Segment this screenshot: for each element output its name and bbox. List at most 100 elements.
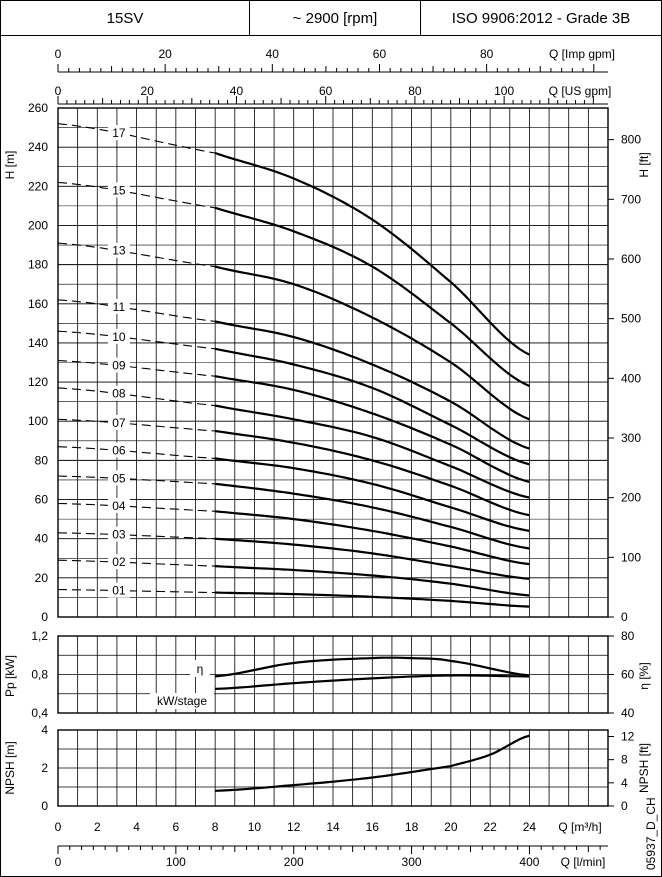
stage-label-05: 05 xyxy=(112,471,126,485)
h-ft-tick-label: 400 xyxy=(621,371,641,385)
curve-dashed-07 xyxy=(57,418,216,432)
stage-label-bg xyxy=(107,385,130,401)
q-lmin-axis-label: Q [l/min] xyxy=(561,855,606,869)
stage-label-07: 07 xyxy=(112,416,126,430)
stage-label-11: 11 xyxy=(113,300,126,314)
q-m3h-tick-label: 2 xyxy=(94,820,101,834)
stage-label-17: 17 xyxy=(112,126,126,140)
q-us-tick-label: 40 xyxy=(230,84,244,98)
q-m3h-tick-label: 8 xyxy=(212,820,219,834)
curve-09 xyxy=(214,375,530,483)
h-m-tick-label: 20 xyxy=(35,571,49,585)
h-m-tick-label: 0 xyxy=(41,610,48,624)
q-us-tick-label: 100 xyxy=(494,84,514,98)
eta-curve xyxy=(214,656,530,678)
q-m3h-axis-label: Q [m³/h] xyxy=(558,820,601,834)
q-imp-tick-label: 40 xyxy=(266,47,280,61)
curve-01 xyxy=(215,591,530,608)
q-lmin-tick-label: 0 xyxy=(55,855,62,869)
h-ft-tick-label: 800 xyxy=(621,133,641,147)
h-ft-tick-label: 700 xyxy=(621,192,641,206)
curve-17 xyxy=(214,151,530,356)
q-m3h-tick-label: 6 xyxy=(173,820,180,834)
npsh-ft-tick-label: 0 xyxy=(621,799,628,813)
curve-dashed-03 xyxy=(57,532,216,540)
curve-08 xyxy=(214,404,530,499)
stage-label-13: 13 xyxy=(112,244,126,258)
q-us-tick-label: 80 xyxy=(408,84,422,98)
stage-label-bg xyxy=(107,242,130,258)
npsh-m-axis-label: NPSH [m] xyxy=(3,741,17,794)
stage-label-bg xyxy=(107,470,130,486)
stage-label-bg xyxy=(107,125,130,141)
stage-label-bg xyxy=(107,554,130,570)
stage-label-10: 10 xyxy=(112,330,126,344)
curve-02 xyxy=(215,565,530,597)
npsh-ft-tick-label: 8 xyxy=(621,753,628,767)
q-imp-tick-label: 60 xyxy=(373,47,387,61)
stage-label-06: 06 xyxy=(112,443,126,457)
kw-stage-curve xyxy=(215,674,530,690)
drawing-code: 05937_D_CH xyxy=(644,797,658,870)
h-m-tick-label: 220 xyxy=(28,179,48,193)
h-m-tick-label: 100 xyxy=(28,414,48,428)
h-m-tick-label: 240 xyxy=(28,140,48,154)
npsh-ft-axis-label: NPSH [ft] xyxy=(637,743,651,793)
stage-label-01: 01 xyxy=(112,584,126,598)
npsh-curve xyxy=(215,734,530,792)
pp-axis-label: Pp [kW] xyxy=(3,655,17,697)
header-speed-text: ~ 2900 [rpm] xyxy=(292,9,378,27)
h-m-axis-label: H [m] xyxy=(3,151,17,180)
stage-label-bg xyxy=(107,414,130,430)
kw-label-bg xyxy=(150,693,214,709)
curve-dashed-17 xyxy=(57,123,216,154)
pp-tick-label: 1,2 xyxy=(31,629,48,643)
q-us-tick-label: 60 xyxy=(319,84,333,98)
curve-dashed-02 xyxy=(57,559,216,567)
h-ft-tick-label: 500 xyxy=(621,312,641,326)
q-lmin-tick-label: 300 xyxy=(402,855,422,869)
curve-10 xyxy=(214,347,530,466)
q-lmin-tick-label: 400 xyxy=(519,855,539,869)
h-m-tick-label: 140 xyxy=(28,336,48,350)
q-us-tick-label: 0 xyxy=(55,84,62,98)
kw-stage-label: kW/stage xyxy=(157,694,207,708)
q-lmin-tick-label: 100 xyxy=(166,855,186,869)
h-m-tick-label: 160 xyxy=(28,297,48,311)
stage-label-bg xyxy=(107,328,130,344)
curve-dashed-05 xyxy=(57,475,216,485)
h-ft-tick-label: 100 xyxy=(621,550,641,564)
stage-label-bg xyxy=(107,526,130,542)
q-imp-tick-label: 0 xyxy=(55,47,62,61)
h-m-tick-label: 80 xyxy=(35,453,49,467)
stage-label-08: 08 xyxy=(112,387,126,401)
curve-04 xyxy=(214,510,530,566)
h-m-tick-label: 40 xyxy=(35,532,49,546)
q-m3h-tick-label: 18 xyxy=(405,820,419,834)
npsh-ft-tick-label: 12 xyxy=(621,730,635,744)
stage-label-bg xyxy=(107,497,130,513)
stage-label-09: 09 xyxy=(112,359,126,373)
q-imp-axis-label: Q [Imp gpm] xyxy=(549,47,615,61)
q-m3h-tick-label: 10 xyxy=(248,820,262,834)
q-lmin-tick-label: 200 xyxy=(284,855,304,869)
q-m3h-tick-label: 14 xyxy=(326,820,340,834)
curve-dashed-08 xyxy=(57,387,216,407)
q-m3h-tick-label: 0 xyxy=(55,820,62,834)
curve-dashed-11 xyxy=(57,299,216,322)
npsh-plot-frame xyxy=(57,729,609,807)
curve-05 xyxy=(214,482,530,550)
curve-03 xyxy=(215,537,530,580)
q-m3h-tick-label: 24 xyxy=(523,820,537,834)
curve-dashed-13 xyxy=(57,242,216,268)
h-ft-tick-label: 200 xyxy=(621,491,641,505)
h-m-tick-label: 180 xyxy=(28,258,48,272)
stage-label-15: 15 xyxy=(112,183,126,197)
stage-label-02: 02 xyxy=(112,555,126,569)
q-us-tick-label: 20 xyxy=(141,84,155,98)
pp-tick-label: 0,8 xyxy=(31,668,48,682)
eta-label: η xyxy=(197,662,204,676)
stage-label-04: 04 xyxy=(112,499,126,513)
eta-tick-label: 80 xyxy=(621,629,635,643)
